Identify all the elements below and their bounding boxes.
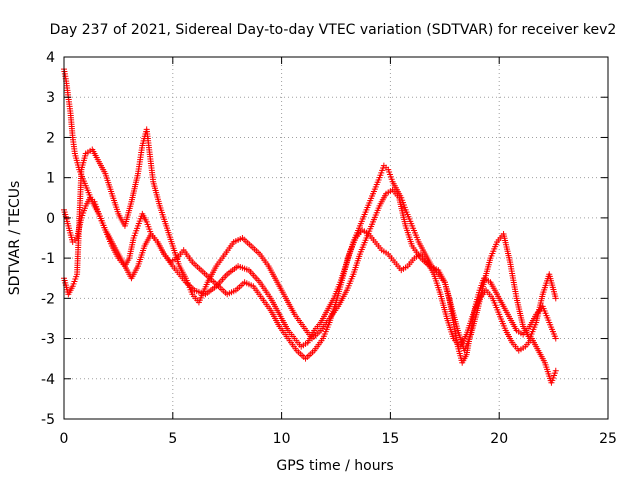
x-tick-label: 5 — [168, 431, 177, 447]
y-tick-label: -3 — [41, 332, 55, 348]
y-tick-label: 0 — [46, 211, 55, 227]
x-tick-label: 0 — [60, 431, 69, 447]
plot-frame — [63, 56, 609, 420]
y-tick-label: 1 — [46, 171, 55, 187]
x-tick-label: 25 — [599, 431, 617, 447]
y-tick-label: -5 — [41, 412, 55, 428]
series-track-b — [61, 194, 559, 386]
data-points — [61, 66, 559, 386]
axis-ticks: 0 5 10 15 20 25 -5 -4 -3 -2 -1 0 1 2 3 4 — [41, 50, 617, 447]
chart-title: Day 237 of 2021, Sidereal Day-to-day VTE… — [50, 22, 617, 38]
y-tick-label: 2 — [46, 130, 55, 146]
grid — [64, 57, 608, 419]
series-track-a — [61, 66, 559, 366]
y-tick-label: 4 — [46, 50, 55, 66]
y-tick-label: -4 — [41, 372, 55, 388]
x-tick-label: 10 — [273, 431, 291, 447]
series-track-c — [61, 126, 559, 354]
y-axis-label: SDTVAR / TECUs — [7, 181, 23, 296]
x-axis-label: GPS time / hours — [276, 458, 393, 474]
data-point — [552, 367, 559, 374]
x-tick-label: 20 — [490, 431, 508, 447]
data-point — [552, 295, 559, 302]
x-tick-label: 15 — [381, 431, 399, 447]
y-tick-label: -1 — [41, 251, 55, 267]
data-point — [552, 335, 559, 342]
y-tick-label: -2 — [41, 291, 55, 307]
y-tick-label: 3 — [46, 90, 55, 106]
